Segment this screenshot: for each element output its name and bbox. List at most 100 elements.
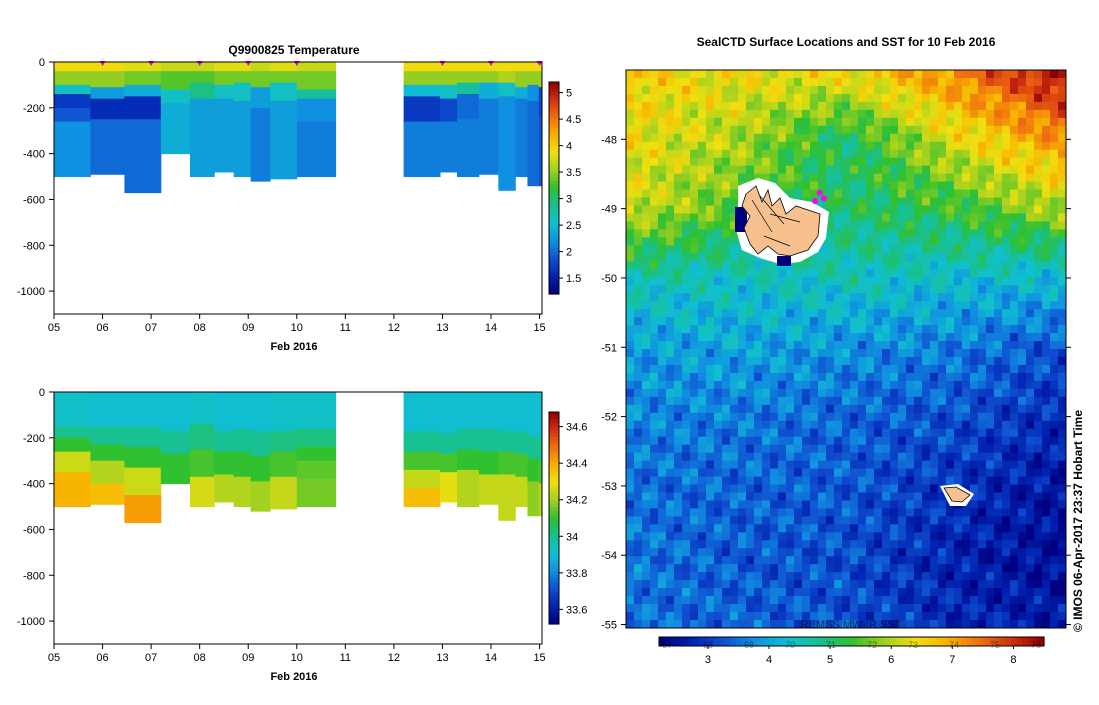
sst-cell bbox=[970, 77, 979, 87]
sst-cell bbox=[858, 229, 867, 238]
sst-cell bbox=[954, 612, 963, 621]
sst-cell bbox=[898, 93, 907, 103]
sst-cell bbox=[842, 492, 851, 501]
sst-cell bbox=[738, 452, 747, 461]
sst-cell bbox=[826, 564, 835, 573]
colorbar-swatch bbox=[549, 563, 559, 569]
sst-cell bbox=[658, 428, 667, 438]
sst-cell bbox=[738, 101, 747, 111]
sst-cell bbox=[946, 181, 955, 190]
sst-cell bbox=[698, 333, 707, 342]
salinity-axes-frame bbox=[53, 391, 543, 645]
sst-cell bbox=[1010, 349, 1019, 358]
sst-cell bbox=[882, 109, 891, 119]
sst-cell bbox=[1034, 237, 1043, 246]
sst-cell bbox=[642, 372, 651, 382]
sst-cell bbox=[658, 133, 667, 143]
sst-cell bbox=[970, 141, 979, 151]
sst-cell bbox=[1042, 333, 1051, 342]
sst-cell bbox=[874, 70, 883, 79]
sst-cell bbox=[642, 612, 651, 621]
sst-cell bbox=[954, 70, 963, 79]
sst-cell bbox=[674, 468, 683, 477]
sst-cell bbox=[962, 253, 971, 262]
sst-cell bbox=[706, 476, 715, 485]
sst-cell bbox=[642, 93, 651, 103]
sst-cell bbox=[746, 620, 755, 628]
sst-cell bbox=[650, 428, 659, 438]
sst-cell bbox=[834, 388, 843, 398]
sst-cell bbox=[1018, 245, 1027, 254]
sst-cell bbox=[898, 380, 907, 390]
sst-cell bbox=[858, 125, 867, 135]
sst-cell bbox=[674, 380, 683, 390]
sst-cell bbox=[778, 484, 787, 493]
sst-cell bbox=[858, 117, 867, 127]
colorbar-swatch bbox=[818, 637, 825, 646]
sst-cell bbox=[1034, 309, 1043, 318]
sst-cell bbox=[730, 309, 739, 318]
sst-cell bbox=[978, 564, 987, 573]
sst-cell bbox=[882, 428, 891, 438]
sst-cell bbox=[1050, 237, 1059, 246]
sst-cell bbox=[754, 420, 763, 430]
sst-cell bbox=[770, 420, 779, 430]
sst-cell bbox=[978, 301, 987, 310]
sst-cell bbox=[810, 612, 819, 621]
sst-cell bbox=[674, 117, 683, 127]
sst-cell bbox=[890, 197, 899, 206]
sst-cell bbox=[786, 269, 795, 278]
sst-cell bbox=[930, 317, 939, 326]
sst-cell bbox=[994, 189, 1003, 198]
sst-cell bbox=[882, 556, 891, 565]
sst-cell bbox=[842, 125, 851, 135]
sst-cell bbox=[994, 588, 1003, 597]
sst-cell bbox=[682, 117, 691, 127]
sst-cell bbox=[818, 588, 827, 597]
sst-cell bbox=[802, 460, 811, 469]
sst-cell bbox=[842, 253, 851, 262]
sst-cell bbox=[890, 341, 899, 350]
profile-cell bbox=[538, 483, 543, 517]
sst-cell bbox=[850, 189, 859, 198]
sst-cell bbox=[898, 620, 907, 628]
sst-cell bbox=[946, 157, 955, 167]
colorbar-swatch bbox=[730, 637, 737, 646]
sst-cell bbox=[914, 516, 923, 525]
sst-cell bbox=[818, 77, 827, 87]
sst-cell bbox=[810, 93, 819, 103]
sst-cell bbox=[690, 492, 699, 501]
sst-cell bbox=[1050, 181, 1059, 190]
sst-cell bbox=[866, 356, 875, 366]
sst-cell bbox=[1010, 109, 1019, 119]
sst-cell bbox=[778, 181, 787, 190]
sst-cell bbox=[890, 588, 899, 597]
profile-cell bbox=[233, 392, 252, 430]
sst-cell bbox=[826, 516, 835, 525]
sst-cell bbox=[898, 356, 907, 366]
sst-cell bbox=[786, 572, 795, 581]
sst-cell bbox=[706, 117, 715, 127]
sst-cell bbox=[938, 556, 947, 565]
sst-cell bbox=[890, 468, 899, 477]
sst-cell bbox=[794, 420, 803, 430]
sst-cell bbox=[1058, 468, 1066, 477]
sst-cell bbox=[978, 516, 987, 525]
sst-cell bbox=[1050, 85, 1059, 95]
profile-cell bbox=[54, 84, 91, 95]
colorbar-swatch bbox=[549, 163, 559, 168]
sst-cell bbox=[1042, 548, 1051, 557]
colorbar-tick-label: 3.5 bbox=[566, 167, 581, 179]
sst-cell bbox=[866, 325, 875, 334]
sst-cell bbox=[922, 588, 931, 597]
sst-cell bbox=[922, 229, 931, 238]
profile-cell bbox=[214, 451, 235, 475]
sst-cell bbox=[930, 452, 939, 461]
sst-cell bbox=[1010, 309, 1019, 318]
sst-cell bbox=[698, 77, 707, 87]
colorbar-tick-label: 4 bbox=[566, 141, 572, 153]
sst-cell bbox=[922, 85, 931, 95]
sst-cell bbox=[626, 444, 635, 454]
sst-cell bbox=[634, 420, 643, 430]
sst-cell bbox=[954, 125, 963, 135]
